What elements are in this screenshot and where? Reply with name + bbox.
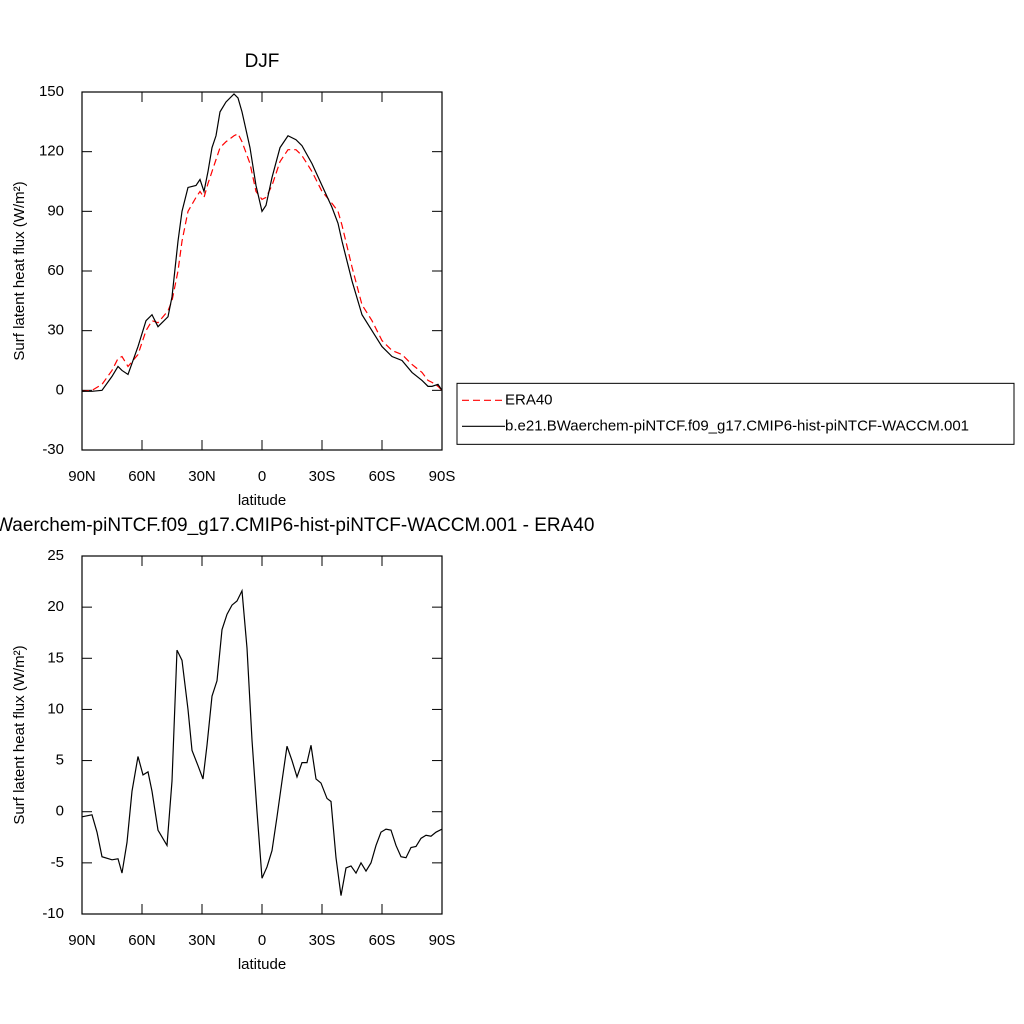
x-tick-label: 0 [258,932,266,949]
x-tick-label: 30N [188,468,216,485]
y-tick-label: 0 [56,803,64,820]
x-tick-label: 60S [369,932,396,949]
y-axis-label: Surf latent heat flux (W/m²) [11,181,28,360]
x-tick-label: 60N [128,932,156,949]
y-tick-label: 10 [47,700,64,717]
y-tick-label: 150 [39,83,64,100]
x-tick-label: 30S [309,932,336,949]
y-tick-label: 25 [47,547,64,564]
chart-title: DJF [245,51,280,72]
x-tick-label: 90S [429,468,456,485]
legend-box [456,382,1015,445]
x-tick-label: 90S [429,932,456,949]
x-axis-label: latitude [238,956,286,973]
plot-frame [81,555,443,915]
x-tick-label: 30S [309,468,336,485]
x-tick-label: 90N [68,932,96,949]
legend-label: ERA40 [505,391,553,408]
chart-title: b.e21.BWaerchem-piNTCF.f09_g17.CMIP6-his… [0,515,594,536]
y-tick-label: 120 [39,143,64,160]
y-axis-label: Surf latent heat flux (W/m²) [11,645,28,824]
y-tick-label: -10 [42,905,64,922]
y-tick-label: 5 [56,752,64,769]
y-tick-label: 30 [47,322,64,339]
y-tick-label: -5 [51,854,64,871]
y-tick-label: 60 [47,262,64,279]
legend-label: b.e21.BWaerchem-piNTCF.f09_g17.CMIP6-his… [505,417,969,434]
x-tick-label: 60N [128,468,156,485]
data-line [81,588,443,896]
data-line [82,93,443,392]
x-tick-label: 0 [258,468,266,485]
x-tick-label: 30N [188,932,216,949]
y-tick-label: -30 [42,441,64,458]
plot-frame [81,91,443,451]
y-tick-label: 15 [47,649,64,666]
y-tick-label: 0 [56,381,64,398]
y-tick-label: 20 [47,598,64,615]
data-line [81,132,443,392]
x-axis-label: latitude [238,492,286,509]
x-tick-label: 60S [369,468,396,485]
y-tick-label: 90 [47,202,64,219]
x-tick-label: 90N [68,468,96,485]
